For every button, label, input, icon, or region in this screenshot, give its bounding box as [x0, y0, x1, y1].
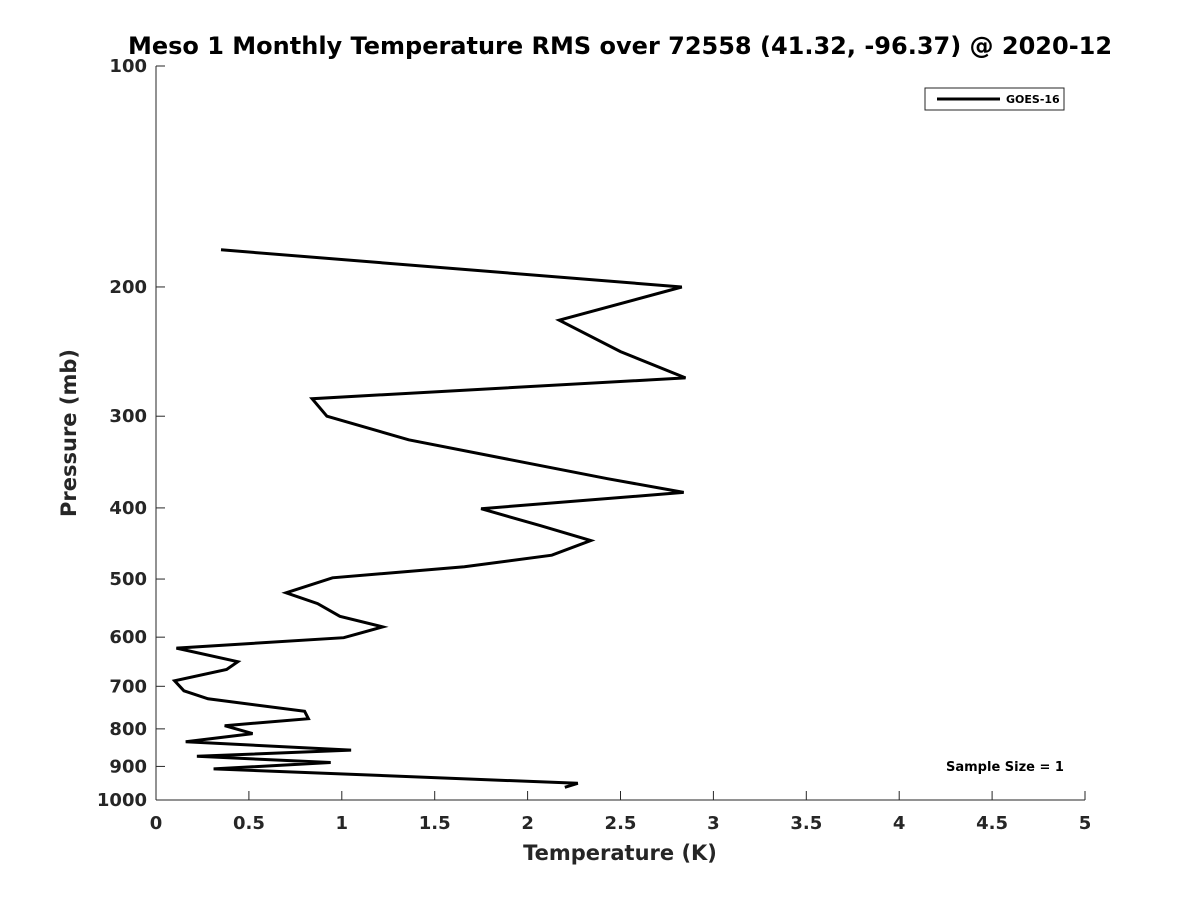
x-tick-label: 3	[707, 813, 720, 834]
y-tick-label: 400	[109, 498, 147, 519]
y-tick-label: 900	[109, 756, 147, 777]
y-axis-label: Pressure (mb)	[57, 349, 81, 517]
x-tick-label: 1.5	[419, 813, 451, 834]
x-tick-label: 2	[521, 813, 534, 834]
y-axis-ticks: 100 200 300 400 500 600 700 800 900 1000	[97, 56, 165, 811]
x-axis-ticks: 0 0.5 1 1.5 2 2.5 3 3.5 4 4.5 5	[150, 791, 1092, 834]
legend-entry-goes-16: GOES-16	[1006, 93, 1060, 106]
y-tick-label: 100	[109, 56, 147, 77]
x-tick-label: 0	[150, 813, 163, 834]
x-tick-label: 5	[1079, 813, 1092, 834]
x-tick-label: 4.5	[976, 813, 1008, 834]
y-tick-label: 500	[109, 569, 147, 590]
y-tick-label: 200	[109, 277, 147, 298]
y-tick-label: 800	[109, 719, 147, 740]
y-tick-label: 600	[109, 627, 147, 648]
x-tick-label: 3.5	[790, 813, 822, 834]
y-tick-label: 300	[109, 406, 147, 427]
legend: GOES-16	[924, 87, 1065, 111]
x-tick-label: 4	[893, 813, 906, 834]
chart-title: Meso 1 Monthly Temperature RMS over 7255…	[128, 32, 1112, 60]
y-tick-label: 1000	[97, 790, 147, 811]
x-axis-label: Temperature (K)	[523, 841, 717, 865]
series-line-goes-16	[171, 248, 687, 789]
x-tick-label: 1	[336, 813, 349, 834]
y-tick-label: 700	[109, 676, 147, 697]
x-tick-label: 0.5	[233, 813, 265, 834]
series-layer	[171, 248, 687, 789]
sample-size-annotation: Sample Size = 1	[946, 760, 1064, 775]
x-tick-label: 2.5	[605, 813, 637, 834]
